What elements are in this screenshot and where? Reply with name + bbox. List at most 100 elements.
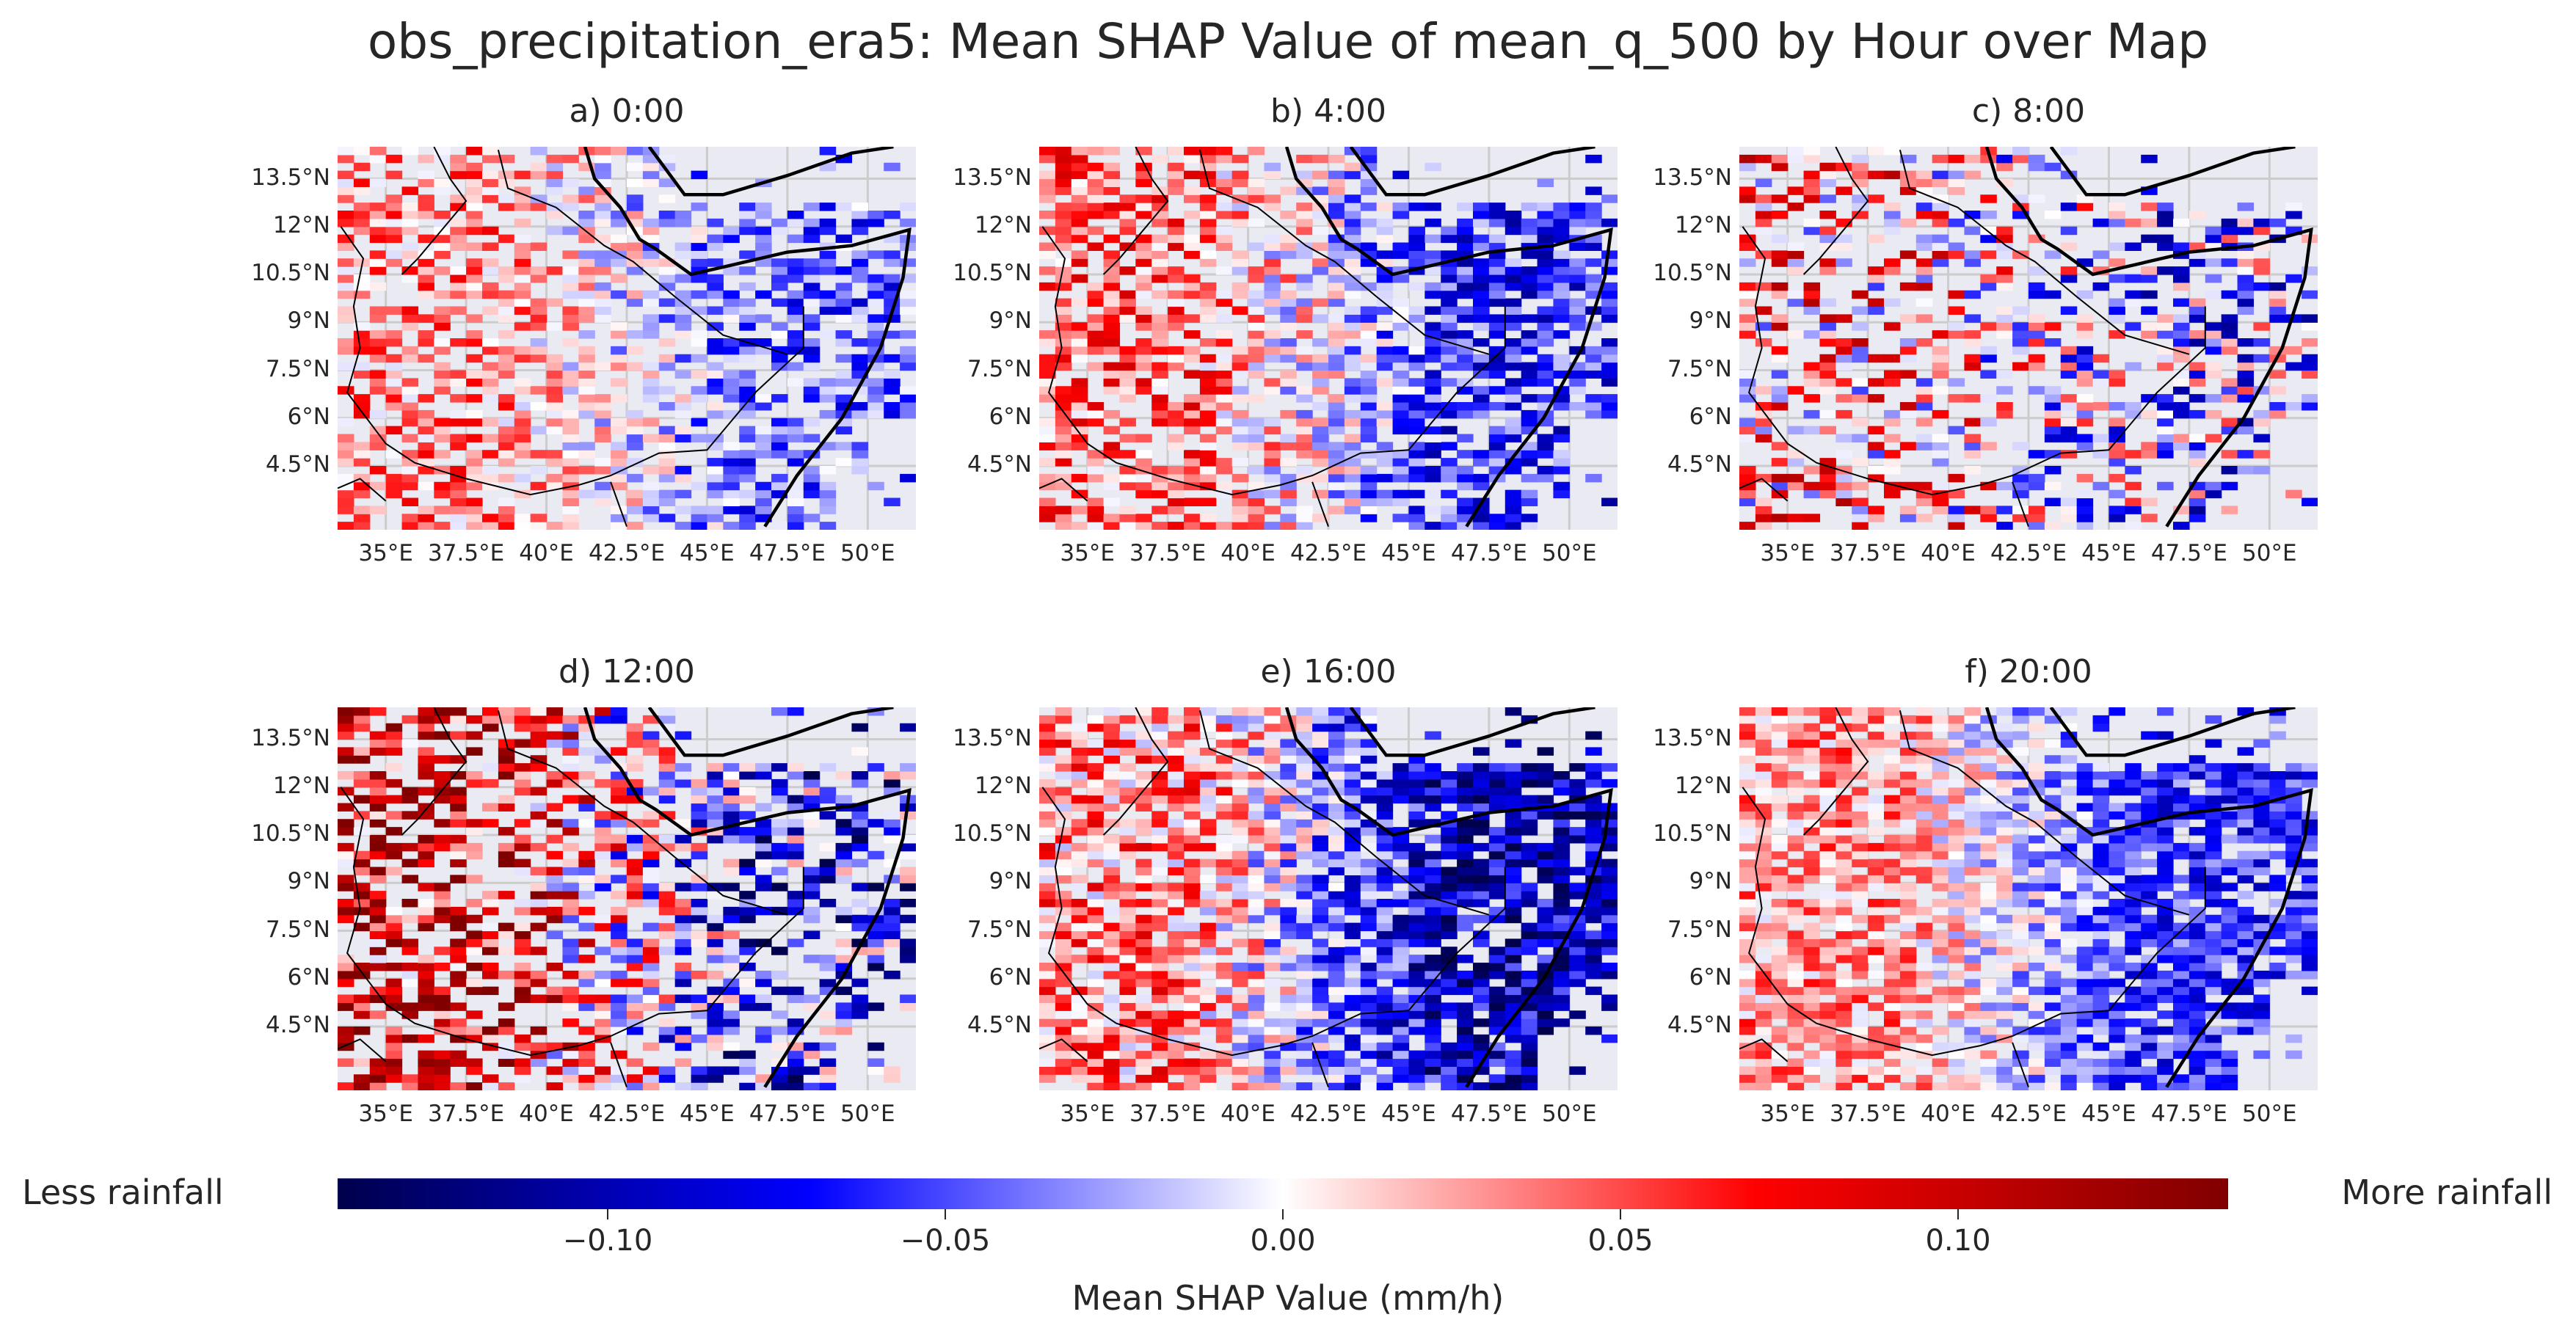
shap-cell (658, 154, 676, 164)
country-border (1039, 478, 1088, 502)
shap-cell (2237, 266, 2255, 275)
shap-cell (578, 1074, 595, 1083)
shap-cell (434, 314, 451, 323)
shap-cell (627, 835, 644, 844)
shap-cell (755, 763, 772, 772)
shap-cell (1739, 426, 1756, 435)
shap-cell (707, 242, 724, 251)
shap-cell (1039, 787, 1056, 796)
shap-cell (1376, 1074, 1394, 1083)
shap-cell (562, 1058, 579, 1067)
shap-cell (2237, 378, 2255, 387)
shap-cell (401, 811, 419, 820)
shap-cell (594, 994, 611, 1003)
shap-cell (1980, 194, 1997, 203)
shap-cell (530, 147, 547, 156)
lat-tick-label: 6°N (287, 403, 330, 430)
shap-cell (466, 434, 483, 442)
shap-cell (1360, 473, 1378, 483)
shap-cell (642, 835, 660, 844)
shap-cell (418, 970, 434, 980)
shap-cell (562, 362, 579, 371)
shap-cell (1996, 266, 2013, 275)
shap-cell (1312, 354, 1329, 363)
shap-cell (1312, 875, 1329, 883)
shap-cell (1151, 1026, 1168, 1035)
shap-cell (1425, 835, 1441, 844)
shap-cell (1055, 481, 1072, 491)
shap-cell (1135, 282, 1152, 291)
shap-cell (2044, 522, 2062, 530)
shap-cell (1055, 1042, 1072, 1051)
shap-cell (803, 930, 821, 939)
shap-cell (562, 867, 579, 875)
shap-cell (450, 514, 467, 522)
shap-cell (450, 234, 467, 244)
shap-cell (1119, 354, 1136, 363)
shap-cell (1457, 434, 1474, 442)
shap-cell (1199, 378, 1217, 387)
shap-cell (1039, 867, 1056, 875)
shap-cell (2221, 226, 2238, 236)
shap-cell (1312, 1050, 1329, 1060)
shap-cell (1231, 514, 1249, 522)
shap-cell (1521, 497, 1538, 506)
shap-cell (418, 771, 434, 780)
panel-title: d) 12:00 (559, 653, 695, 690)
shap-cell (2188, 298, 2206, 307)
map-plot (1739, 147, 2318, 530)
shap-cell (353, 850, 371, 860)
shap-cell (1425, 1074, 1441, 1083)
shap-cell (1835, 354, 1852, 363)
shap-cell (1168, 883, 1185, 891)
shap-cell (1151, 1018, 1168, 1027)
shap-cell (1039, 211, 1056, 219)
shap-cell (1915, 242, 1933, 251)
lat-tick-label: 9°N (1689, 307, 1732, 335)
shap-cell (1184, 955, 1201, 963)
shap-cell (546, 402, 564, 411)
shap-cell (819, 330, 837, 339)
shap-cell (1537, 450, 1554, 459)
shap-cell (385, 723, 403, 732)
shap-cell (1980, 370, 1997, 379)
shap-cell (434, 1082, 451, 1090)
shap-cell (338, 450, 354, 459)
shap-cell (1948, 178, 1965, 187)
shap-cell (1932, 362, 1949, 371)
shap-cell (482, 242, 499, 251)
shap-cell (1328, 290, 1345, 299)
shap-cell (1392, 203, 1410, 211)
shap-cell (1980, 442, 1997, 451)
shap-cell (2141, 514, 2158, 522)
shap-cell (1996, 306, 2013, 315)
shap-cell (369, 899, 387, 908)
shap-cell (611, 250, 627, 259)
shap-cell (835, 370, 853, 379)
shap-cell (1537, 875, 1554, 883)
shap-cell (530, 346, 547, 355)
shap-cell (353, 211, 371, 219)
shap-cell (1231, 170, 1249, 180)
shap-cell (642, 850, 660, 860)
shap-cell (1231, 370, 1249, 379)
shap-cell (1168, 266, 1185, 275)
shap-cell (482, 178, 499, 187)
shap-cell (1585, 394, 1602, 403)
shap-cell (1184, 1018, 1201, 1027)
shap-cell (1787, 186, 1805, 195)
shap-cell (1328, 426, 1345, 435)
shap-cell (707, 434, 724, 442)
shap-cell (434, 994, 451, 1003)
shap-cell (1569, 955, 1586, 963)
shap-cell (642, 739, 660, 748)
shap-cell (369, 938, 387, 947)
shap-cell (707, 362, 724, 371)
shap-cell (418, 787, 434, 796)
shap-cell (2188, 514, 2206, 522)
shap-cell (434, 147, 451, 156)
shap-cell (385, 258, 403, 267)
shap-cell (1248, 330, 1265, 339)
shap-cell (1835, 258, 1852, 267)
shap-cell (338, 417, 354, 427)
